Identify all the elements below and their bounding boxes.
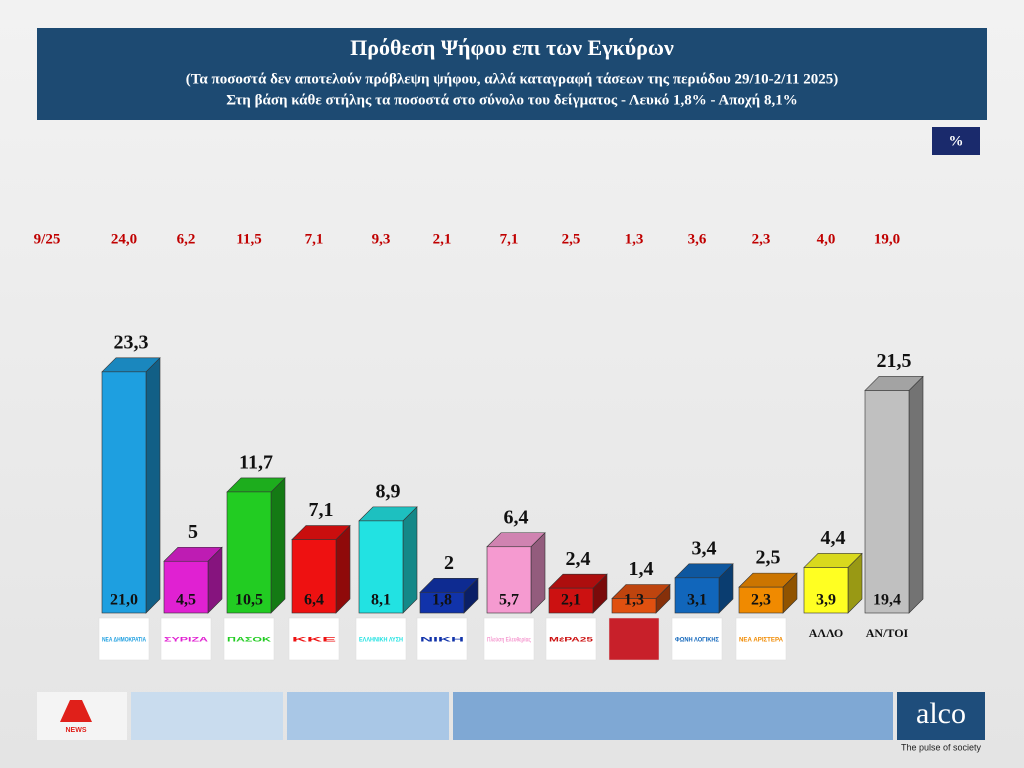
sample-label: 2,3 [751,592,771,609]
x-tick-label: ΝΕΑ ΑΡΙΣΤΕΡΑ [739,638,784,644]
bar-side [908,375,924,614]
brand: alco [916,697,966,730]
x-tick-label: ΣΥΡΙΖΑ [164,638,209,644]
footer-box [287,692,449,740]
previous-value: 9,3 [372,231,391,247]
x-tick-label: ΕΛΛΗΝΙΚΗ ΛΥΣΗ [359,638,403,644]
x-tick-label: ΑΝ/ΤΟΙ [866,626,909,640]
previous-value: 1,3 [625,231,644,247]
previous-value: 6,2 [177,231,196,247]
x-tick-label: ΑΛΛΟ [809,626,844,640]
previous-value: 2,5 [562,231,581,247]
bar-side [270,477,286,614]
value-label: 2,4 [566,548,591,570]
subtitle: (Τα ποσοστά δεν αποτελούν πρόβλεψη ψήφου… [186,71,838,87]
value-label: 6,4 [504,506,529,528]
x-tick-label: ΝΕΑ ΔΗΜΟΚΡΑΤΙΑ [102,638,147,644]
value-label: 2,5 [756,547,781,569]
sample-label: 1,8 [432,592,452,609]
x-tick-label: ΝΙΚΗ [420,638,464,644]
previous-label: 9/25 [34,231,61,247]
sample-label: 4,5 [176,592,196,609]
bar [738,586,784,614]
footer-box [453,692,893,740]
chart-title: Πρόθεση Ψήφου επι των Εγκύρων [350,35,674,60]
sample-label: 10,5 [235,592,263,609]
value-label: 2 [444,552,454,574]
footer: NEWS alco The pulse of society [37,692,985,752]
sample-label: 3,1 [687,592,707,609]
unit-badge-box [932,127,980,155]
bar [101,371,147,614]
party-logo [416,617,468,661]
bar [486,546,532,614]
party-logo [223,617,275,661]
sample-label: 2,1 [561,592,581,609]
tagline: The pulse of society [901,742,982,752]
bar [291,539,337,614]
previous-value: 11,5 [236,231,261,247]
previous-value: 7,1 [305,231,324,247]
bar-side [402,506,418,614]
sample-label: 6,4 [304,592,324,609]
previous-value: 7,1 [500,231,519,247]
value-label: 3,4 [692,537,717,559]
previous-value: 4,0 [817,231,836,247]
sample-label: 8,1 [371,592,391,609]
bar-side [145,357,161,614]
previous-value: 2,1 [433,231,452,247]
bar [803,567,849,614]
bar [163,560,209,614]
party-logo [608,617,660,661]
value-label: 21,5 [877,350,912,372]
value-label: 1,4 [629,558,654,580]
sample-label: 1,3 [624,592,644,609]
party-logo [98,617,150,661]
note: Στη βάση κάθε στήλης τα ποσοστά στο σύνο… [226,92,797,108]
x-tick-label: Πλεύση Ελευθερίας [487,638,531,644]
previous-value: 19,0 [874,231,900,247]
sample-label: 19,4 [873,592,901,609]
unit-badge: % [949,133,964,149]
party-logo [671,617,723,661]
value-label: 4,4 [821,527,846,549]
header [37,28,987,120]
sample-label: 21,0 [110,592,138,609]
previous-value: 3,6 [688,231,707,247]
value-label: 23,3 [114,331,149,353]
bar [548,587,594,614]
party-logo [545,617,597,661]
x-tick-label: ΠΑΣΟΚ [227,638,272,644]
sample-label: 3,9 [816,592,836,609]
party-logo [355,617,407,661]
footer-box [131,692,283,740]
news-text: NEWS [66,727,87,734]
party-logo [288,617,340,661]
bar [358,520,404,614]
bar [611,598,657,614]
value-label: 11,7 [239,451,273,473]
value-label: 5 [188,521,198,543]
bar [226,491,272,614]
x-tick-label: ΚΚΕ [292,638,336,644]
x-tick-label: ΦΩΝΗ ΛΟΓΙΚΗΣ [675,638,719,644]
footer-brand-box [897,692,985,740]
news-logo [60,700,92,722]
value-label: 7,1 [309,499,334,521]
bar [864,390,910,614]
sample-label: 5,7 [499,592,519,609]
value-label: 8,9 [376,480,401,502]
bar-side [335,524,351,614]
party-logo [483,617,535,661]
bar [674,577,720,614]
party-logo [735,617,787,661]
bar [419,591,465,614]
party-logo [160,617,212,661]
previous-value: 24,0 [111,231,137,247]
previous-value: 2,3 [752,231,771,247]
x-tick-label: ΜέΡΑ25 [549,638,594,644]
